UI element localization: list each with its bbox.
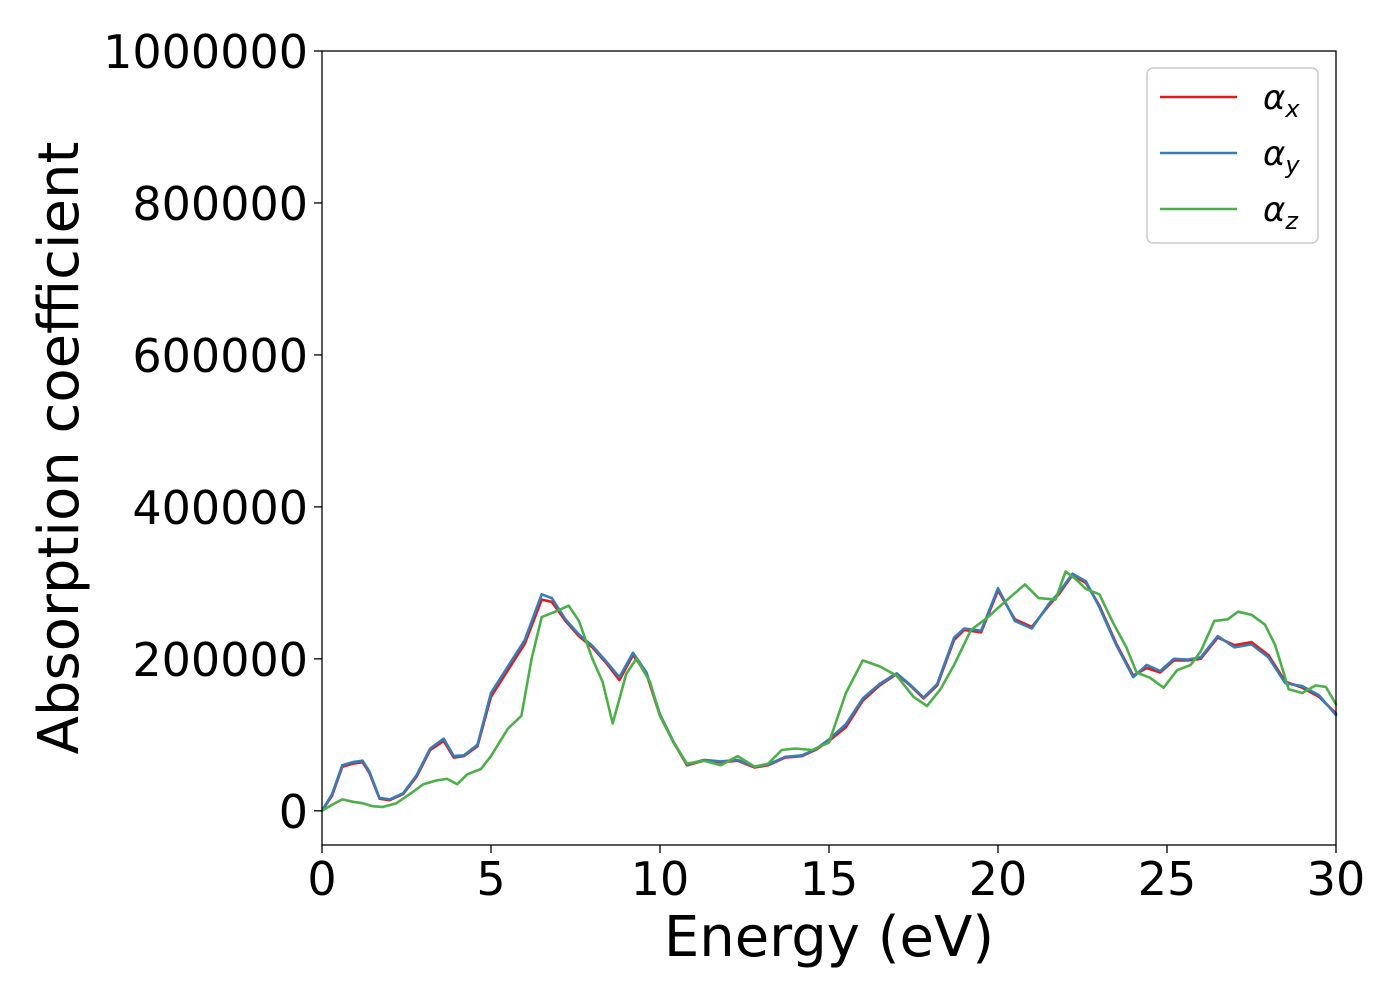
x-tick-label: 30 [1307,852,1366,906]
legend-box [1146,67,1319,244]
x-tick-label: 5 [476,852,505,906]
series-line-alpha-z [320,570,1338,813]
x-tick-label: 0 [307,852,336,906]
x-tick-label: 20 [969,852,1028,906]
y-tick-label: 600000 [132,329,308,383]
series-layer [320,570,1338,813]
y-axis-title: Absorption coefficient [27,142,92,755]
legend-label-alpha-y: αy [1263,134,1300,179]
legend: αx αy αz [1146,67,1319,244]
y-axis: 0 200000 400000 600000 800000 1000000 [103,25,322,839]
series-line-alpha-y [320,572,1338,813]
y-tick-label: 200000 [132,633,308,687]
y-tick-label: 800000 [132,177,308,231]
x-tick-label: 15 [800,852,859,906]
x-tick-label: 10 [631,852,690,906]
y-tick-label: 0 [279,785,308,839]
y-tick-label: 1000000 [103,25,308,79]
x-axis-title: Energy (eV) [664,905,994,970]
y-tick-label: 400000 [132,481,308,535]
legend-items: αx αy αz [1160,78,1300,235]
legend-label-alpha-z: αz [1263,190,1299,235]
x-tick-label: 25 [1138,852,1197,906]
legend-label-alpha-x: αx [1263,78,1300,123]
x-axis: 0 5 10 15 20 25 30 [307,845,1365,906]
